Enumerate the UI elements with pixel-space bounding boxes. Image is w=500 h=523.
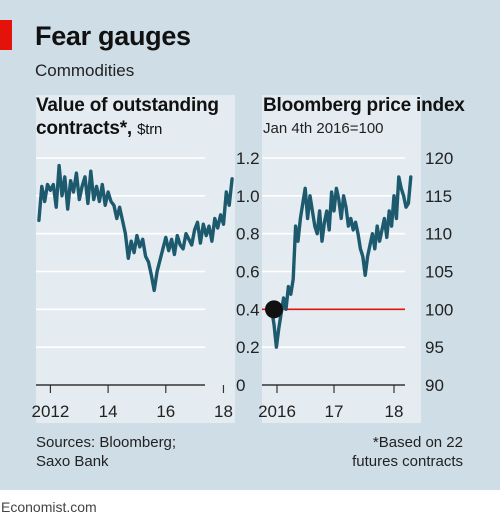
- left-title-line1: Value of outstanding: [36, 95, 219, 116]
- right-x-tick-label: 17: [325, 402, 344, 421]
- left-y-tick-label: 1.0: [236, 187, 260, 206]
- right-y-tick-label: 105: [425, 263, 453, 282]
- left-x-tick-label: 16: [156, 402, 175, 421]
- left-y-tick-label: 0.4: [236, 300, 260, 319]
- main-subtitle: Commodities: [35, 61, 135, 80]
- right-series-line: [269, 175, 413, 349]
- sources-note: Sources: Bloomberg; Saxo Bank: [36, 433, 176, 471]
- left-panel-bg: [36, 95, 235, 423]
- right-y-tick-label: 110: [425, 225, 452, 244]
- left-title-line2: contracts*,: [36, 118, 133, 139]
- right-y-tick-label: 100: [425, 300, 453, 319]
- sources-line1: Sources: Bloomberg;: [36, 434, 177, 451]
- main-title: Fear gauges: [35, 21, 191, 51]
- right-panel-subtitle: Jan 4th 2016=100: [263, 120, 384, 137]
- left-panel-title: Value of outstanding contracts*, $trn: [36, 94, 219, 141]
- right-y-tick-label: 115: [425, 187, 452, 206]
- sources-line2: Saxo Bank: [36, 453, 109, 470]
- economist-brand: Economist.com: [1, 499, 97, 515]
- left-x-tick-label: 2012: [32, 402, 70, 421]
- red-tab: [0, 20, 12, 50]
- footnote: *Based on 22 futures contracts: [352, 433, 463, 471]
- left-y-tick-label: 1.2: [236, 149, 260, 168]
- charts-svg: 1.2 1.0 0.8 0.6 0.4 0.2 0 2012 14 16 18 120 115 110 10…: [32, 95, 453, 423]
- left-series-line: [37, 163, 234, 293]
- right-baseline-marker: [265, 300, 283, 319]
- left-y-tick-label: 0.6: [236, 263, 260, 282]
- right-x-tick-label: 2016: [258, 402, 296, 421]
- left-y-tick-label: 0: [236, 376, 245, 395]
- left-x-tick-label: 14: [99, 402, 118, 421]
- right-y-tick-label: 120: [425, 149, 453, 168]
- right-panel-title: Bloomberg price index: [263, 95, 465, 116]
- right-x-tick-label: 18: [385, 402, 404, 421]
- right-y-tick-label: 90: [425, 376, 444, 395]
- left-x-tick-label: 18: [214, 402, 233, 421]
- footnote-line2: futures contracts: [352, 453, 463, 470]
- right-panel-bg: [262, 95, 421, 423]
- left-y-tick-label: 0.2: [236, 338, 260, 357]
- right-y-tick-label: 95: [425, 338, 444, 357]
- left-panel-unit: $trn: [137, 121, 163, 138]
- footnote-line1: *Based on 22: [372, 434, 463, 451]
- left-y-tick-label: 0.8: [236, 225, 260, 244]
